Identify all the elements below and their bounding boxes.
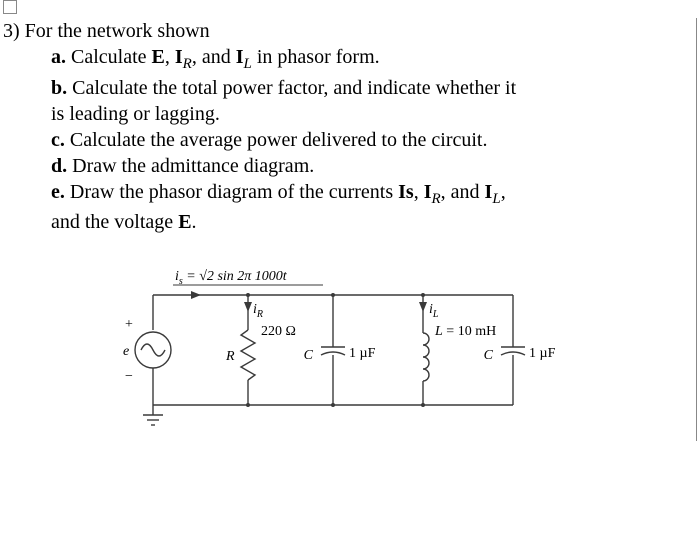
part-c-label: c. — [51, 129, 65, 151]
part-e-sep2: , and — [441, 181, 485, 203]
part-e-comma: , — [501, 181, 506, 203]
part-b-label: b. — [51, 77, 67, 99]
part-a-IL: I — [236, 46, 244, 68]
C1-value: 1 µF — [349, 346, 376, 361]
problem-content: 3) For the network shown a. Calculate E,… — [3, 18, 697, 441]
part-a-label: a. — [51, 46, 66, 68]
part-c-text: Calculate the average power delivered to… — [70, 129, 488, 151]
R-name: R — [225, 349, 235, 364]
L-eq: = — [443, 324, 458, 339]
e-label: e — [123, 344, 129, 359]
e-minus: − — [125, 369, 133, 384]
part-e-line1: e. Draw the phasor diagram of the curren… — [3, 179, 693, 210]
part-e-IL-sub: L — [492, 191, 500, 207]
part-a-E: E — [152, 46, 165, 68]
part-e-label: e. — [51, 181, 65, 203]
L-value: 10 mH — [458, 324, 497, 339]
part-b-line1: b. Calculate the total power factor, and… — [3, 75, 693, 101]
e-plus: + — [125, 317, 133, 332]
part-e-IR-sub: R — [431, 191, 440, 207]
checkbox — [3, 0, 17, 14]
src-rest: sin 2π 1000t — [214, 269, 288, 284]
part-a: a. Calculate E, IR, and IL in phasor for… — [3, 44, 693, 75]
part-b-text2: is leading or lagging. — [51, 103, 220, 125]
part-a-before: Calculate — [71, 46, 152, 68]
part-e-before: Draw the phasor diagram of the currents — [70, 181, 398, 203]
part-a-IL-sub: L — [244, 56, 252, 72]
C2-value: 1 µF — [529, 346, 556, 361]
question-number: 3) — [3, 20, 20, 42]
part-b-line2: is leading or lagging. — [3, 101, 693, 127]
question-stem: 3) For the network shown — [3, 18, 693, 44]
part-e-sep1: , — [414, 181, 424, 203]
circuit-svg: is = √2 sin 2π 1000t + e − iR iL 220 Ω R… — [123, 269, 556, 425]
part-a-after: in phasor form. — [252, 46, 380, 68]
R-value: 220 Ω — [261, 324, 296, 339]
iR-sub: R — [256, 309, 263, 320]
iL-label: iL — [429, 302, 439, 320]
part-e-Is: Is — [398, 181, 414, 203]
C1-name: C — [304, 348, 314, 363]
part-a-IR-sub: R — [183, 56, 192, 72]
C2-name: C — [484, 348, 494, 363]
part-d-label: d. — [51, 155, 67, 177]
part-a-sep1: , — [165, 46, 175, 68]
part-d-text: Draw the admittance diagram. — [72, 155, 314, 177]
part-e-E: E — [178, 211, 191, 233]
part-a-sep2: , and — [192, 46, 236, 68]
stem-text: For the network shown — [25, 20, 210, 42]
L-label: L = 10 mH — [434, 324, 496, 339]
circuit-diagram: is = √2 sin 2π 1000t + e − iR iL 220 Ω R… — [113, 255, 693, 441]
part-e-period: . — [192, 211, 197, 233]
part-d: d. Draw the admittance diagram. — [3, 153, 693, 179]
part-a-IR: I — [175, 46, 183, 68]
src-sqrt: √2 — [199, 269, 214, 284]
part-b-text1: Calculate the total power factor, and in… — [72, 77, 516, 99]
src-eq: = — [183, 269, 199, 284]
part-e-line2: and the voltage E. — [3, 209, 693, 235]
part-c: c. Calculate the average power delivered… — [3, 127, 693, 153]
iL-sub: L — [432, 309, 439, 320]
part-e-line2-before: and the voltage — [51, 211, 178, 233]
iR-label: iR — [253, 302, 263, 320]
L-name: L — [434, 324, 443, 339]
source-label: is = √2 sin 2π 1000t — [175, 269, 288, 287]
